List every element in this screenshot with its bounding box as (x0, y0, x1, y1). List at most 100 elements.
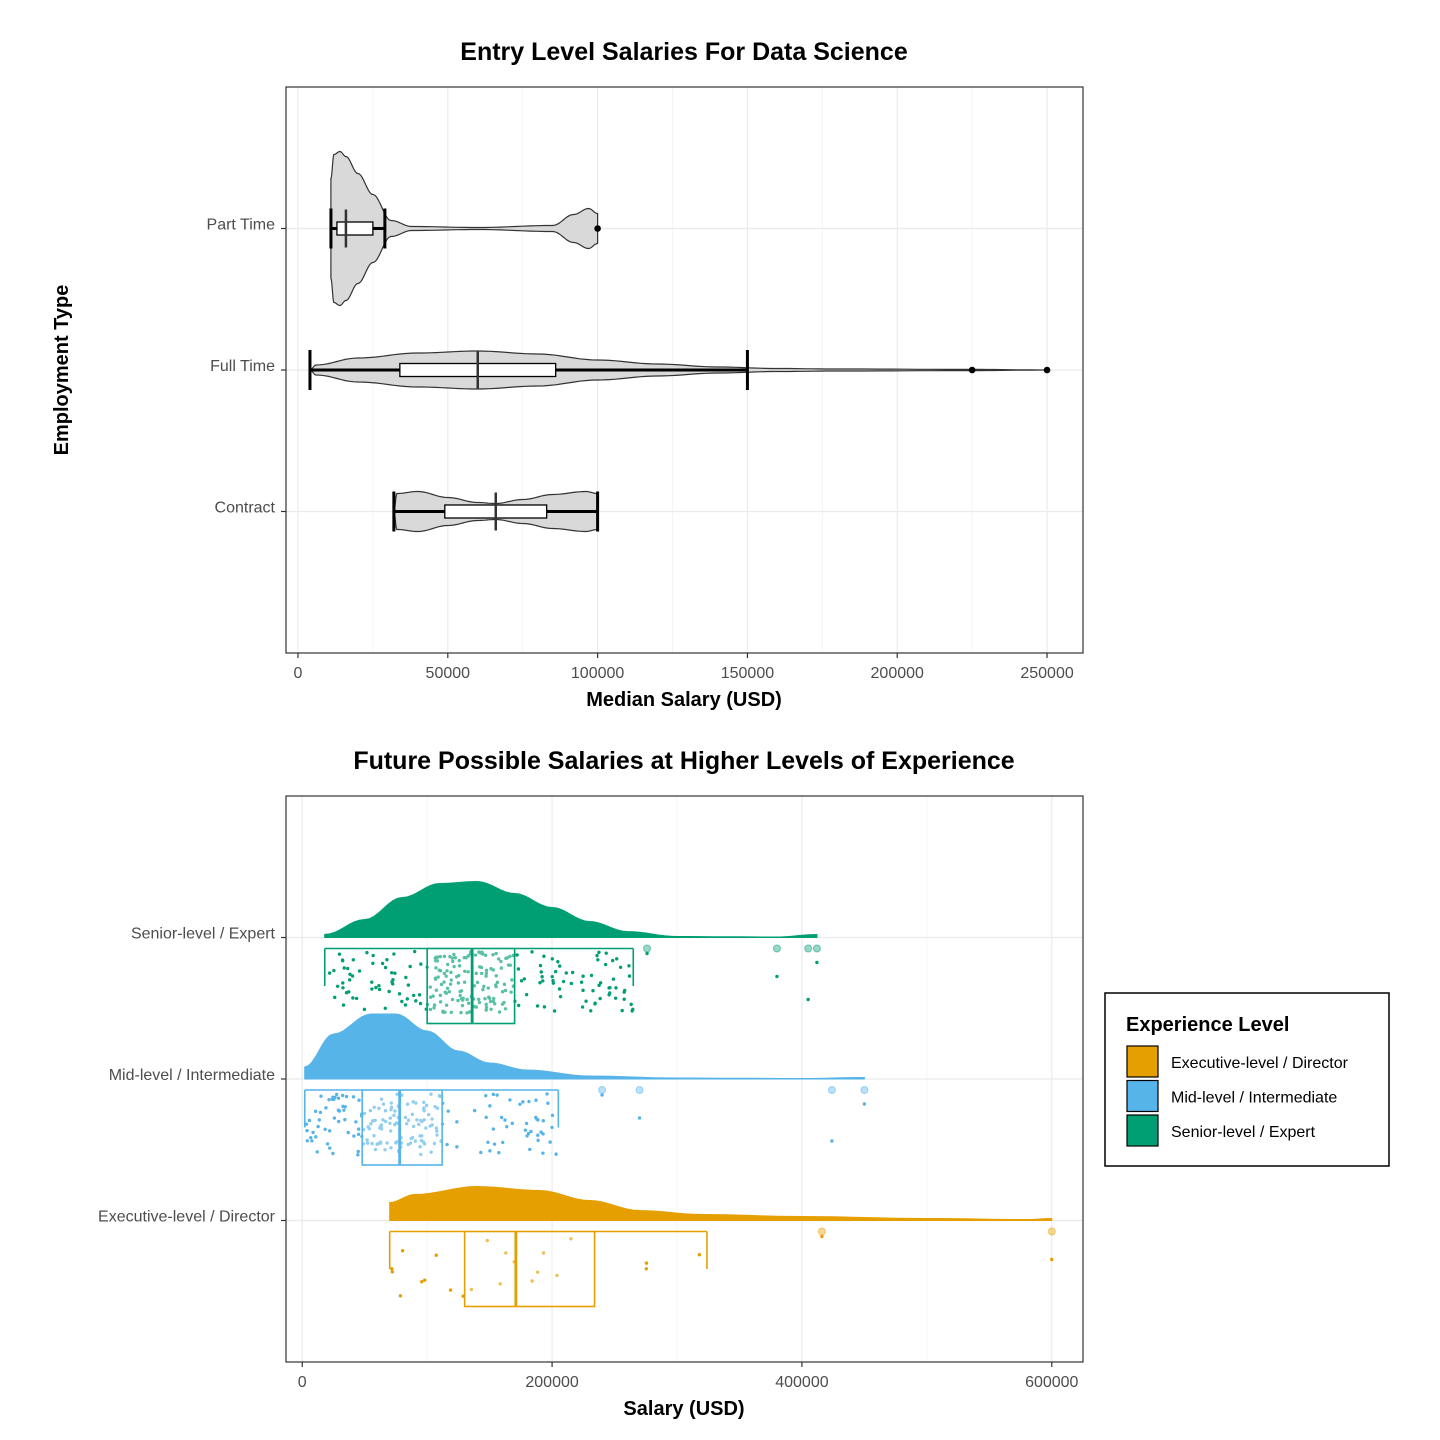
data-point-mid-level-intermediate (503, 1118, 507, 1122)
data-point-senior-level-expert (503, 1007, 508, 1011)
data-point-senior-level-expert (557, 987, 562, 991)
data-point-senior-level-expert (400, 999, 404, 1004)
data-point-senior-level-expert (499, 966, 504, 970)
outlier-senior-level-expert (804, 944, 813, 953)
data-point-mid-level-intermediate (316, 1124, 320, 1129)
data-point-senior-level-expert (614, 986, 618, 990)
data-point-senior-level-expert (607, 993, 611, 997)
box-part-time (336, 221, 374, 236)
data-point-mid-level-intermediate (379, 1123, 384, 1127)
data-point-mid-level-intermediate (430, 1123, 434, 1127)
data-point-senior-level-expert (508, 954, 512, 959)
chart2-axes: 0 200000 400000 600000 Executive-level / Dir… (98, 926, 1079, 1392)
data-point-executive-level-director (530, 1279, 534, 1283)
data-point-senior-level-expert (371, 961, 375, 965)
data-point-senior-level-expert (419, 962, 423, 966)
data-point-senior-level-expert (457, 964, 462, 968)
data-point-mid-level-intermediate (434, 1126, 439, 1130)
legend-label-mid-level-intermediate: Mid-level / Intermediate (1171, 1090, 1337, 1107)
data-point-senior-level-expert (380, 961, 385, 966)
data-point-senior-level-expert (390, 971, 394, 975)
data-point-mid-level-intermediate (429, 1150, 433, 1154)
data-point-senior-level-expert (542, 1005, 547, 1009)
data-point-senior-level-expert (504, 956, 508, 961)
data-point-senior-level-expert (550, 974, 554, 979)
data-point-senior-level-expert (535, 1004, 540, 1008)
data-point-senior-level-expert (596, 958, 600, 962)
data-point-mid-level-intermediate (495, 1093, 499, 1097)
chart1-marks (308, 150, 1051, 533)
data-point-senior-level-expert (622, 997, 626, 1001)
data-point-mid-level-intermediate (344, 1094, 349, 1099)
data-point-senior-level-expert (542, 954, 546, 958)
legend-items: Executive-level / Director Mid-level / In… (1126, 1045, 1349, 1147)
data-point-senior-level-expert (357, 969, 362, 973)
data-point-senior-level-expert (370, 987, 374, 991)
data-point-senior-level-expert (348, 972, 352, 977)
legend: Experience Level Executive-level / Direc… (1104, 992, 1390, 1167)
data-point-mid-level-intermediate (411, 1100, 415, 1104)
data-point-mid-level-intermediate (334, 1092, 339, 1097)
data-point-executive-level-director (697, 1253, 702, 1257)
data-point-senior-level-expert (413, 949, 417, 954)
data-point-senior-level-expert (439, 982, 444, 987)
data-point-senior-level-expert (434, 955, 438, 959)
data-point-senior-level-expert (445, 969, 449, 973)
data-point-senior-level-expert (538, 981, 542, 985)
data-point-mid-level-intermediate (497, 1151, 501, 1155)
data-point-mid-level-intermediate (356, 1153, 360, 1157)
data-point-senior-level-expert (432, 1003, 437, 1007)
data-point-senior-level-expert (449, 1010, 454, 1015)
data-point-senior-level-expert (484, 968, 489, 973)
data-point-senior-level-expert (377, 983, 381, 988)
data-point-senior-level-expert (597, 950, 601, 955)
data-point-senior-level-expert (538, 963, 543, 968)
data-point-senior-level-expert (494, 984, 498, 989)
data-point-executive-level-director (469, 1287, 474, 1292)
data-point-senior-level-expert (444, 974, 448, 978)
data-point-senior-level-expert (627, 964, 631, 968)
data-point-senior-level-expert (580, 1005, 585, 1009)
data-point-senior-level-expert (516, 967, 521, 971)
chart2-title: Future Possible Salaries at Higher Level… (353, 747, 1014, 775)
outlier-full-time (968, 366, 976, 374)
legend-title: Experience Level (1126, 1014, 1289, 1036)
data-point-executive-level-director (1050, 1257, 1054, 1262)
data-point-senior-level-expert (487, 996, 492, 1000)
data-point-senior-level-expert (579, 980, 584, 984)
data-point-mid-level-intermediate (323, 1127, 327, 1131)
data-point-mid-level-intermediate (534, 1115, 538, 1120)
data-point-mid-level-intermediate (369, 1122, 373, 1126)
data-point-mid-level-intermediate (383, 1119, 388, 1124)
data-point-mid-level-intermediate (366, 1125, 370, 1129)
data-point-mid-level-intermediate (376, 1141, 381, 1146)
data-point-senior-level-expert (623, 988, 627, 993)
data-point-senior-level-expert (449, 978, 453, 982)
data-point-mid-level-intermediate (388, 1121, 392, 1125)
data-point-senior-level-expert (539, 970, 543, 974)
data-point-mid-level-intermediate (319, 1094, 323, 1098)
chart1-axes: 0 50000 100000 150000 200000 250000 Contract Fu… (207, 217, 1074, 683)
data-point-senior-level-expert (333, 995, 337, 1000)
data-point-mid-level-intermediate (491, 1092, 496, 1097)
data-point-senior-level-expert (604, 951, 608, 955)
data-point-senior-level-expert (459, 1010, 463, 1015)
data-point-senior-level-expert (442, 980, 446, 984)
data-point-mid-level-intermediate (521, 1100, 525, 1104)
data-point-mid-level-intermediate (546, 1101, 550, 1105)
data-point-senior-level-expert (438, 954, 442, 959)
data-point-senior-level-expert (484, 1008, 488, 1012)
data-point-senior-level-expert (591, 989, 595, 993)
data-point-mid-level-intermediate (340, 1093, 345, 1098)
data-point-mid-level-intermediate (385, 1141, 389, 1145)
data-point-mid-level-intermediate (311, 1130, 315, 1135)
data-point-senior-level-expert (438, 1000, 443, 1004)
data-point-senior-level-expert (412, 993, 416, 998)
data-point-senior-level-expert (370, 980, 374, 984)
data-point-senior-level-expert (436, 975, 440, 979)
data-point-senior-level-expert (611, 977, 616, 981)
data-point-mid-level-intermediate (336, 1119, 341, 1124)
data-point-senior-level-expert (456, 998, 460, 1003)
data-point-senior-level-expert (337, 952, 342, 956)
data-point-senior-level-expert (775, 974, 779, 979)
